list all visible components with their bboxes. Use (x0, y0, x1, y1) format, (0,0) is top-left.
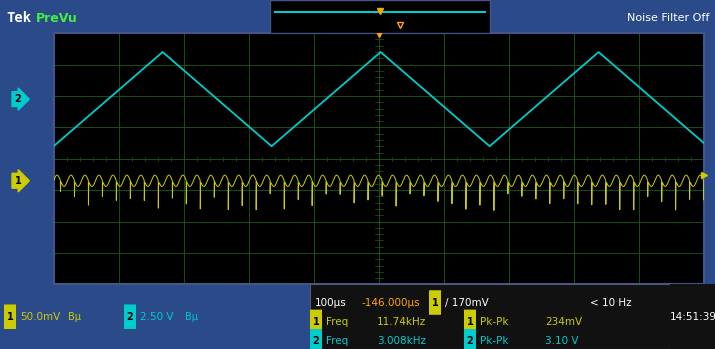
Text: 11.74kHz: 11.74kHz (377, 317, 426, 327)
FancyBboxPatch shape (464, 310, 476, 334)
Text: 1: 1 (312, 317, 320, 327)
FancyBboxPatch shape (464, 329, 476, 349)
Text: -146.000μs: -146.000μs (362, 297, 420, 307)
Text: Tek: Tek (6, 11, 31, 25)
Text: 50.0mV: 50.0mV (20, 312, 60, 322)
Bar (310, 284, 670, 349)
Text: 1: 1 (432, 297, 438, 307)
Text: Bμ: Bμ (185, 312, 198, 322)
Text: 3.10 V: 3.10 V (545, 336, 578, 346)
Text: 1: 1 (6, 312, 14, 322)
Text: < 10 Hz: < 10 Hz (590, 297, 631, 307)
Text: PreVu: PreVu (36, 12, 78, 25)
Text: 14:51:39: 14:51:39 (669, 312, 715, 322)
Text: Freq: Freq (326, 336, 348, 346)
Text: 1: 1 (14, 176, 21, 186)
Text: 3.008kHz: 3.008kHz (377, 336, 426, 346)
Text: / 170mV: / 170mV (445, 297, 489, 307)
FancyBboxPatch shape (310, 329, 322, 349)
Text: Bμ: Bμ (68, 312, 81, 322)
Text: 2: 2 (127, 312, 134, 322)
Text: 2: 2 (467, 336, 473, 346)
Text: Pk-Pk: Pk-Pk (480, 317, 508, 327)
Bar (270, 0, 490, 33)
Bar (670, 284, 715, 349)
Text: 234mV: 234mV (545, 317, 582, 327)
Text: 2: 2 (14, 94, 21, 104)
FancyBboxPatch shape (310, 310, 322, 334)
Text: Noise Filter Off: Noise Filter Off (626, 13, 709, 23)
FancyBboxPatch shape (124, 304, 136, 329)
FancyBboxPatch shape (4, 304, 16, 329)
Text: Freq: Freq (326, 317, 348, 327)
Text: 1: 1 (467, 317, 473, 327)
Text: Pk-Pk: Pk-Pk (480, 336, 508, 346)
FancyBboxPatch shape (429, 290, 441, 315)
Text: 100μs: 100μs (315, 297, 347, 307)
Text: 2.50 V: 2.50 V (140, 312, 174, 322)
Text: 2: 2 (312, 336, 320, 346)
